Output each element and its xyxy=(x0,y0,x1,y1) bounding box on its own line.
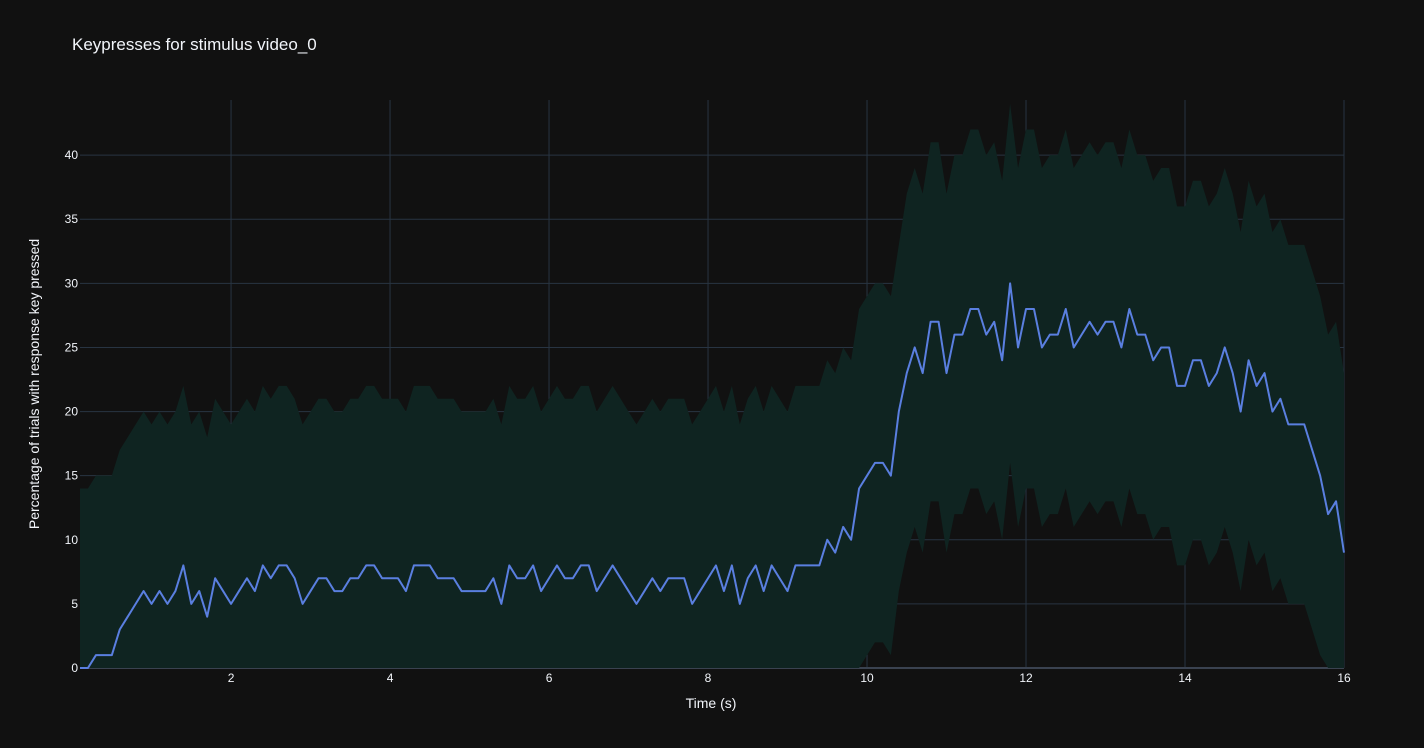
y-tick-label: 5 xyxy=(71,597,78,611)
x-tick-label: 10 xyxy=(860,671,874,685)
y-axis-label: Percentage of trials with response key p… xyxy=(26,239,42,529)
x-tick-label: 16 xyxy=(1337,671,1351,685)
x-tick-label: 12 xyxy=(1019,671,1033,685)
y-tick-label: 20 xyxy=(65,405,79,419)
y-axis-ticks: 0 5 10 15 20 25 30 35 40 xyxy=(65,148,79,675)
x-tick-label: 2 xyxy=(228,671,235,685)
confidence-band-area xyxy=(80,103,1344,669)
confidence-band xyxy=(80,103,1344,669)
y-tick-label: 15 xyxy=(65,469,79,483)
x-tick-label: 14 xyxy=(1178,671,1192,685)
x-tick-label: 6 xyxy=(546,671,553,685)
x-axis-ticks: 2 4 6 8 10 12 14 16 xyxy=(228,671,1351,685)
series-line xyxy=(80,282,1345,669)
y-tick-label: 35 xyxy=(65,212,79,226)
x-tick-label: 8 xyxy=(705,671,712,685)
y-tick-label: 0 xyxy=(71,661,78,675)
x-tick-label: 4 xyxy=(387,671,394,685)
y-tick-label: 40 xyxy=(65,148,79,162)
x-axis-label: Time (s) xyxy=(686,695,737,711)
y-tick-label: 10 xyxy=(65,533,79,547)
y-tick-label: 25 xyxy=(65,340,79,354)
y-tick-label: 30 xyxy=(65,276,79,290)
chart-title: Keypresses for stimulus video_0 xyxy=(72,35,317,54)
series-line-group xyxy=(80,282,1345,669)
